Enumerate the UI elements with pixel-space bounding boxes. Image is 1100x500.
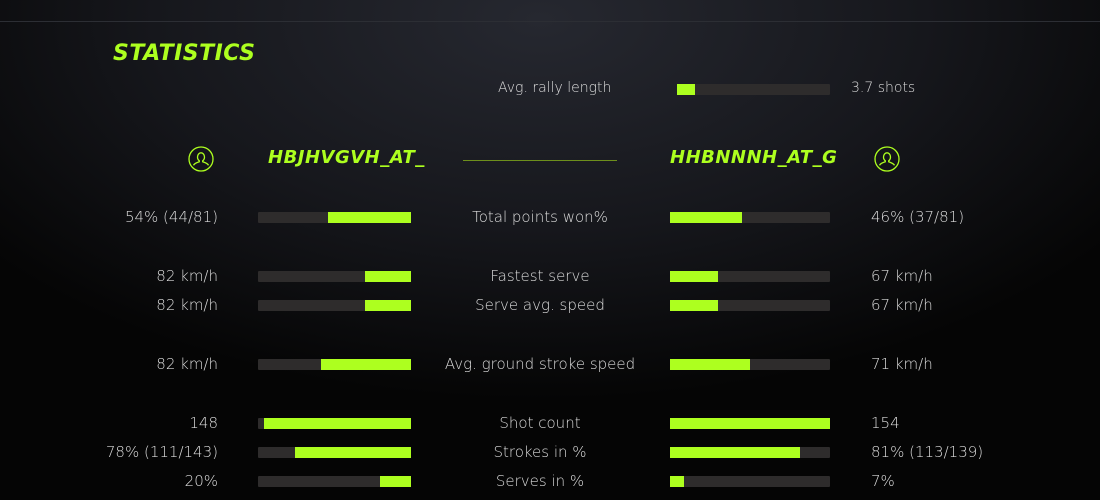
top-divider	[0, 21, 1100, 22]
stat-left-bar	[258, 359, 411, 370]
rally-bar	[677, 84, 830, 95]
player-right-name: HHBNNNH_AT_G	[670, 147, 838, 168]
stat-left-bar-fill	[365, 300, 411, 311]
stat-right-value: 154	[871, 414, 900, 432]
stat-left-bar-fill	[328, 212, 411, 223]
stat-right-bar	[670, 271, 830, 282]
stat-right-value: 81% (113/139)	[871, 443, 984, 461]
user-circle-icon	[188, 146, 214, 172]
stat-label: Serve avg. speed	[475, 296, 605, 314]
stat-right-bar	[670, 212, 830, 223]
stat-left-value: 78% (111/143)	[105, 443, 218, 461]
divider-line	[463, 160, 617, 161]
stat-right-value: 67 km/h	[871, 296, 933, 314]
stat-right-bar-fill	[670, 359, 750, 370]
stat-label: Total points won%	[472, 208, 608, 226]
stat-label: Strokes in %	[493, 443, 587, 461]
stat-right-bar	[670, 476, 830, 487]
stat-left-bar-fill	[264, 418, 411, 429]
stat-left-bar	[258, 212, 411, 223]
stat-label: Avg. ground stroke speed	[444, 355, 636, 373]
stat-right-bar-fill	[670, 300, 718, 311]
stat-label: Serves in %	[495, 472, 585, 490]
stat-right-bar	[670, 447, 830, 458]
stat-left-bar	[258, 271, 411, 282]
stat-left-value: 82 km/h	[156, 355, 218, 373]
rally-label: Avg. rally length	[498, 80, 612, 96]
stat-left-bar-fill	[294, 447, 411, 458]
stat-right-bar-fill	[670, 271, 718, 282]
rally-bar-fill	[677, 84, 696, 95]
stat-right-bar-fill	[670, 476, 685, 487]
stat-label: Fastest serve	[490, 267, 590, 285]
rally-value: 3.7 shots	[851, 80, 916, 96]
stat-right-value: 71 km/h	[871, 355, 933, 373]
stat-left-bar-fill	[365, 271, 411, 282]
stat-left-value: 82 km/h	[156, 296, 218, 314]
stat-left-bar	[258, 476, 411, 487]
stat-left-bar	[258, 418, 411, 429]
stat-right-bar	[670, 300, 830, 311]
page-title: STATISTICS	[113, 41, 256, 66]
stat-left-bar-fill	[320, 359, 411, 370]
stat-label: Shot count	[499, 414, 581, 432]
stat-right-value: 46% (37/81)	[871, 208, 965, 226]
stat-right-bar	[670, 418, 830, 429]
stat-right-bar-fill	[670, 418, 830, 429]
stat-right-value: 7%	[871, 472, 895, 490]
player-left-name: HBJHVGVH_AT_	[268, 147, 425, 168]
stat-right-bar-fill	[670, 447, 800, 458]
stat-left-bar-fill	[380, 476, 411, 487]
stat-left-bar	[258, 447, 411, 458]
stat-left-bar	[258, 300, 411, 311]
stat-right-bar	[670, 359, 830, 370]
stat-left-value: 54% (44/81)	[124, 208, 218, 226]
stat-left-value: 82 km/h	[156, 267, 218, 285]
user-circle-icon	[874, 146, 900, 172]
stat-left-value: 148	[189, 414, 218, 432]
stat-right-bar-fill	[670, 212, 742, 223]
stat-right-value: 67 km/h	[871, 267, 933, 285]
stat-left-value: 20%	[184, 472, 218, 490]
